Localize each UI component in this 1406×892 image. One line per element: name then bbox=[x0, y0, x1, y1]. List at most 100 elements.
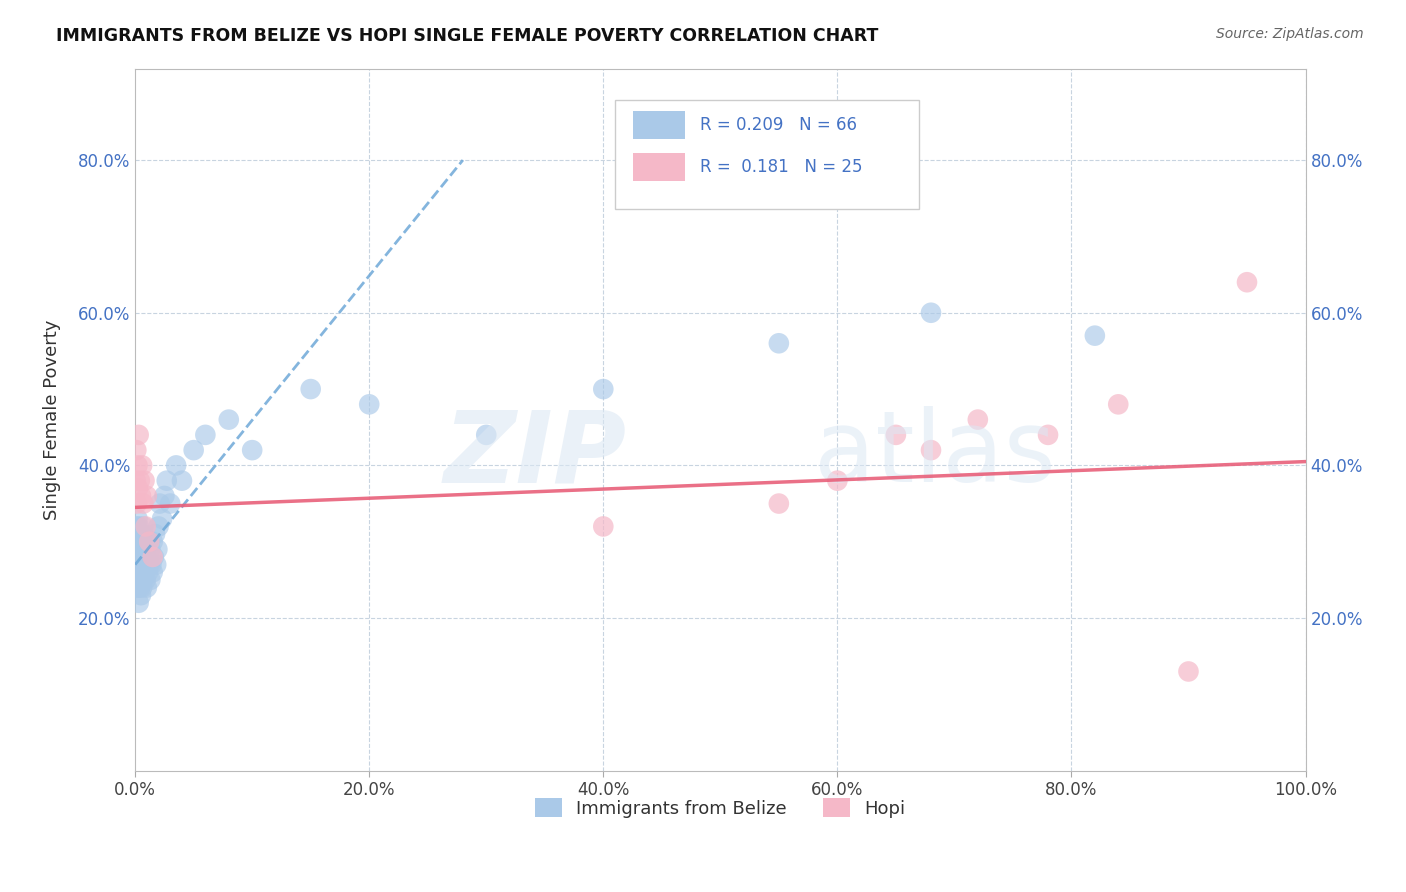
Point bbox=[125, 549, 148, 564]
Point bbox=[183, 443, 205, 458]
Point bbox=[136, 566, 159, 580]
Point bbox=[127, 581, 149, 595]
Point bbox=[592, 382, 614, 396]
Y-axis label: Single Female Poverty: Single Female Poverty bbox=[44, 319, 60, 520]
Point bbox=[128, 549, 150, 564]
Point bbox=[134, 474, 156, 488]
Point bbox=[132, 573, 155, 587]
Point bbox=[128, 596, 150, 610]
Point bbox=[125, 566, 148, 580]
Point bbox=[131, 527, 153, 541]
Text: R = 0.209   N = 66: R = 0.209 N = 66 bbox=[700, 116, 858, 134]
Point bbox=[1036, 428, 1059, 442]
Point bbox=[142, 549, 165, 564]
Point bbox=[129, 489, 152, 503]
Text: Source: ZipAtlas.com: Source: ZipAtlas.com bbox=[1216, 27, 1364, 41]
Point bbox=[920, 306, 942, 320]
Text: ZIP: ZIP bbox=[444, 406, 627, 503]
Point bbox=[135, 573, 157, 587]
Point bbox=[131, 558, 153, 572]
Point bbox=[125, 534, 148, 549]
Legend: Immigrants from Belize, Hopi: Immigrants from Belize, Hopi bbox=[527, 791, 912, 825]
Point bbox=[127, 573, 149, 587]
Point bbox=[139, 542, 162, 557]
Point bbox=[142, 566, 165, 580]
Point bbox=[475, 428, 498, 442]
Point bbox=[165, 458, 187, 473]
Point bbox=[299, 382, 322, 396]
Point bbox=[592, 519, 614, 533]
Point bbox=[136, 534, 159, 549]
Point bbox=[359, 397, 381, 411]
Point bbox=[141, 558, 163, 572]
Point bbox=[128, 566, 150, 580]
Point bbox=[218, 412, 240, 426]
Point bbox=[153, 489, 176, 503]
Point bbox=[129, 558, 152, 572]
Point bbox=[129, 566, 152, 580]
Point bbox=[149, 497, 172, 511]
Bar bbox=[633, 153, 685, 181]
Point bbox=[132, 497, 155, 511]
Bar bbox=[614, 100, 920, 209]
Point bbox=[128, 519, 150, 533]
Point bbox=[132, 549, 155, 564]
Point bbox=[768, 336, 790, 351]
Point bbox=[125, 497, 148, 511]
Point bbox=[134, 534, 156, 549]
Point bbox=[1084, 328, 1107, 343]
Point bbox=[150, 512, 173, 526]
Point bbox=[127, 549, 149, 564]
Point bbox=[156, 474, 179, 488]
Point bbox=[240, 443, 263, 458]
Point bbox=[129, 588, 152, 602]
Point bbox=[128, 428, 150, 442]
Text: IMMIGRANTS FROM BELIZE VS HOPI SINGLE FEMALE POVERTY CORRELATION CHART: IMMIGRANTS FROM BELIZE VS HOPI SINGLE FE… bbox=[56, 27, 879, 45]
Point bbox=[131, 458, 153, 473]
Point bbox=[125, 474, 148, 488]
Point bbox=[884, 428, 907, 442]
Point bbox=[145, 558, 167, 572]
Point bbox=[131, 581, 153, 595]
Point bbox=[768, 497, 790, 511]
Point bbox=[127, 534, 149, 549]
Point bbox=[920, 443, 942, 458]
Point bbox=[125, 519, 148, 533]
Point bbox=[143, 527, 166, 541]
Point bbox=[128, 558, 150, 572]
Point bbox=[148, 519, 170, 533]
Point bbox=[127, 481, 149, 495]
Point bbox=[170, 474, 193, 488]
Point bbox=[966, 412, 988, 426]
Point bbox=[128, 542, 150, 557]
Point bbox=[125, 581, 148, 595]
Point bbox=[129, 573, 152, 587]
Point bbox=[128, 581, 150, 595]
Point bbox=[1236, 275, 1258, 289]
Point bbox=[134, 566, 156, 580]
Point bbox=[139, 573, 162, 587]
Point bbox=[135, 581, 157, 595]
Point bbox=[138, 558, 160, 572]
Point bbox=[159, 497, 181, 511]
Point bbox=[146, 542, 169, 557]
Point bbox=[128, 474, 150, 488]
Point bbox=[1177, 665, 1199, 679]
Point bbox=[128, 527, 150, 541]
Bar bbox=[633, 111, 685, 139]
Text: atlas: atlas bbox=[814, 406, 1056, 503]
Point bbox=[194, 428, 217, 442]
Point bbox=[129, 534, 152, 549]
Point bbox=[142, 534, 165, 549]
Point bbox=[135, 549, 157, 564]
Point bbox=[135, 542, 157, 557]
Point bbox=[138, 534, 160, 549]
Point bbox=[142, 549, 165, 564]
Point bbox=[132, 519, 155, 533]
Point bbox=[1107, 397, 1129, 411]
Point bbox=[135, 489, 157, 503]
Point bbox=[135, 519, 157, 533]
Point bbox=[827, 474, 849, 488]
Point bbox=[125, 443, 148, 458]
Point bbox=[127, 512, 149, 526]
